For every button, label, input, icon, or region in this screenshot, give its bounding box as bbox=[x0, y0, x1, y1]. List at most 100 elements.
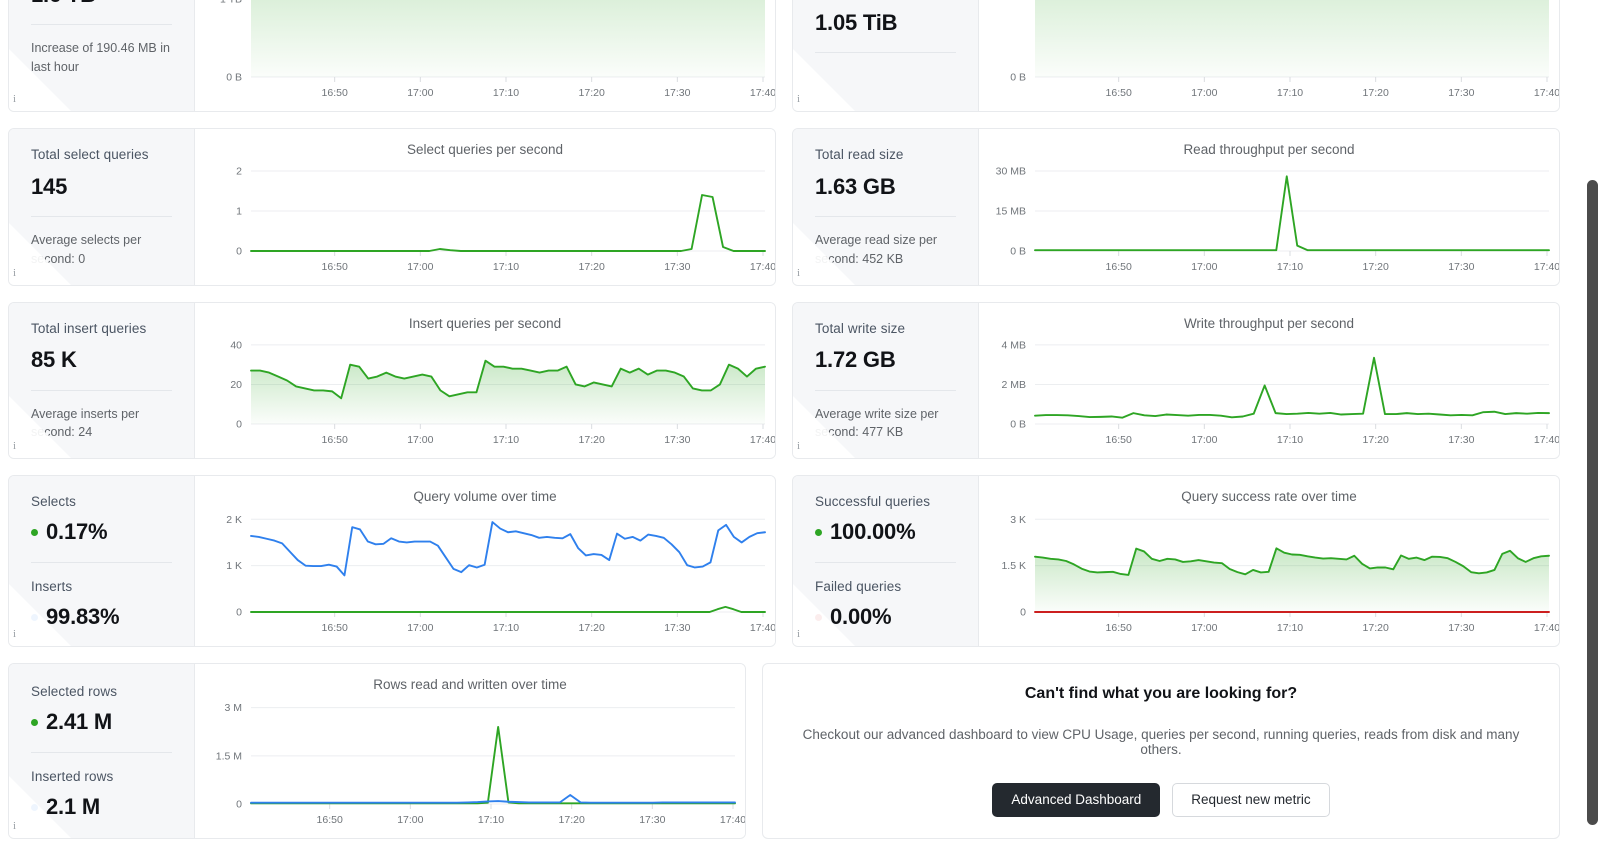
metrics-row-2: Total select queries 145 Average selects… bbox=[0, 128, 1568, 286]
summary-panel: Successful queries 100.00% Failed querie… bbox=[793, 476, 979, 646]
summary-value-row-a: 2.41 M bbox=[31, 709, 172, 735]
svg-text:2: 2 bbox=[236, 166, 242, 178]
summary-value: 85 K bbox=[31, 347, 77, 373]
svg-text:17:20: 17:20 bbox=[1363, 622, 1389, 634]
card-disk-usage[interactable]: 1.6 TB Increase of 190.46 MB in last hou… bbox=[8, 0, 776, 112]
svg-text:17:10: 17:10 bbox=[493, 87, 519, 99]
svg-text:16:50: 16:50 bbox=[1106, 261, 1132, 273]
info-icon[interactable]: i bbox=[13, 628, 17, 640]
svg-text:16:50: 16:50 bbox=[322, 261, 348, 273]
metrics-row-5: Selected rows 2.41 M Inserted rows 2.1 M… bbox=[0, 663, 1568, 839]
svg-text:17:40: 17:40 bbox=[1534, 434, 1559, 446]
svg-text:30 MB: 30 MB bbox=[996, 166, 1026, 178]
page-scrollbar[interactable] bbox=[1585, 0, 1600, 846]
summary-panel: Selected rows 2.41 M Inserted rows 2.1 M… bbox=[9, 664, 195, 838]
info-icon[interactable]: i bbox=[13, 820, 17, 832]
card-rows-read-written[interactable]: Selected rows 2.41 M Inserted rows 2.1 M… bbox=[8, 663, 746, 839]
svg-text:17:30: 17:30 bbox=[1448, 622, 1474, 634]
promo-title: Can't find what you are looking for? bbox=[1024, 685, 1298, 703]
svg-text:0: 0 bbox=[236, 799, 242, 811]
chart-panel[interactable]: 0 B 1 TB 16:50 17:00 17:10 17:20 17:30 17:40 bbox=[195, 0, 775, 111]
info-icon[interactable]: i bbox=[797, 440, 801, 452]
svg-text:17:40: 17:40 bbox=[750, 261, 775, 273]
svg-text:17:00: 17:00 bbox=[1191, 434, 1217, 446]
summary-panel: 1.6 TB Increase of 190.46 MB in last hou… bbox=[9, 0, 195, 111]
chart-title: Query volume over time bbox=[413, 489, 557, 504]
info-icon[interactable]: i bbox=[13, 440, 17, 452]
advanced-dashboard-button[interactable]: Advanced Dashboard bbox=[992, 783, 1161, 817]
card-query-volume[interactable]: Selects 0.17% Inserts 99.83% i Query bbox=[8, 475, 776, 647]
summary-value-a: 0.17% bbox=[46, 519, 108, 545]
svg-text:4 MB: 4 MB bbox=[1001, 339, 1026, 351]
svg-text:17:20: 17:20 bbox=[559, 814, 585, 826]
svg-text:17:30: 17:30 bbox=[1448, 261, 1474, 273]
card-total-insert-queries[interactable]: Total insert queries 85 K Average insert… bbox=[8, 302, 776, 459]
svg-text:17:00: 17:00 bbox=[407, 87, 433, 99]
svg-text:1 K: 1 K bbox=[226, 560, 242, 572]
scrollbar-thumb[interactable] bbox=[1587, 180, 1598, 825]
summary-value: 145 bbox=[31, 173, 68, 199]
summary-value-row-a: 0.17% bbox=[31, 519, 172, 545]
svg-text:17:10: 17:10 bbox=[493, 261, 519, 273]
chart-panel[interactable]: Rows read and written over time 0 1.5 M 3 … bbox=[195, 664, 745, 838]
card-total-select-queries[interactable]: Total select queries 145 Average selects… bbox=[8, 128, 776, 286]
svg-text:17:40: 17:40 bbox=[1534, 622, 1559, 634]
svg-text:17:00: 17:00 bbox=[397, 814, 423, 826]
svg-text:1.5 K: 1.5 K bbox=[1001, 560, 1026, 572]
info-icon[interactable]: i bbox=[797, 93, 801, 105]
card-allocated-memory[interactable]: Allocated memory 1.05 TiB i 0 B1 TiB16:5… bbox=[792, 0, 1560, 112]
summary-label-a: Selected rows bbox=[31, 683, 118, 699]
info-icon[interactable]: i bbox=[13, 267, 17, 279]
svg-text:17:20: 17:20 bbox=[1363, 434, 1389, 446]
svg-text:16:50: 16:50 bbox=[1106, 622, 1132, 634]
summary-value-a: 2.41 M bbox=[46, 709, 113, 735]
summary-value: 1.72 GB bbox=[815, 347, 896, 373]
summary-panel: Selects 0.17% Inserts 99.83% i bbox=[9, 476, 195, 646]
chart-panel[interactable]: Write throughput per second 0 B 2 MB 4 MB 1… bbox=[979, 303, 1559, 458]
plot-area[interactable]: 0 1.5 K 3 K 16:50 17:00 17:10 17:20 17:30 17:40 bbox=[979, 476, 1559, 646]
plot-area[interactable]: 0 1 2 16:50 17:00 17:10 17:20 17:30 17:40 bbox=[195, 129, 775, 285]
promo-buttons: Advanced Dashboard Request new metric bbox=[992, 783, 1330, 817]
svg-text:17:30: 17:30 bbox=[664, 622, 690, 634]
svg-text:16:50: 16:50 bbox=[322, 622, 348, 634]
card-query-success-rate[interactable]: Successful queries 100.00% Failed querie… bbox=[792, 475, 1560, 647]
plot-area[interactable]: 0 1.5 M 3 M 16:50 17:00 17:10 17:20 17:30 17:40 bbox=[195, 664, 745, 838]
card-total-read-size[interactable]: Total read size 1.63 GB Average read siz… bbox=[792, 128, 1560, 286]
metrics-row-4: Selects 0.17% Inserts 99.83% i Query bbox=[0, 475, 1568, 647]
info-icon[interactable]: i bbox=[797, 267, 801, 279]
plot-area[interactable]: 0 B 15 MB 30 MB 16:50 17:00 17:10 17:20 17:30 17… bbox=[979, 129, 1559, 285]
svg-text:0: 0 bbox=[1020, 607, 1026, 619]
divider bbox=[31, 751, 172, 753]
plot-area[interactable]: 0 20 40 16:50 17:00 17:10 17:20 17:30 17:40 bbox=[195, 303, 775, 458]
summary-panel: Total select queries 145 Average selects… bbox=[9, 129, 195, 285]
svg-text:0 B: 0 B bbox=[1010, 419, 1026, 431]
chart-title: Read throughput per second bbox=[1183, 142, 1355, 157]
svg-text:0 B: 0 B bbox=[1010, 72, 1026, 84]
chart-panel[interactable]: Read throughput per second 0 B 15 MB 30 MB… bbox=[979, 129, 1559, 285]
plot-area[interactable]: 0 1 K 2 K 16:50 17:00 17:10 17:20 17:30 17:40 bbox=[195, 476, 775, 646]
svg-text:17:10: 17:10 bbox=[493, 622, 519, 634]
chart-panel[interactable]: Query success rate over time 0 1.5 K 3 K 16… bbox=[979, 476, 1559, 646]
divider bbox=[31, 216, 172, 218]
info-icon[interactable]: i bbox=[13, 93, 17, 105]
chart-panel[interactable]: Insert queries per second 0 20 40 16:50 17:0… bbox=[195, 303, 775, 458]
chart-panel[interactable]: Select queries per second 0 1 2 16:50 17:00 1… bbox=[195, 129, 775, 285]
svg-text:3 K: 3 K bbox=[1010, 514, 1026, 526]
plot-area[interactable]: 0 B 2 MB 4 MB 16:50 17:00 17:10 17:20 17:30 17:4… bbox=[979, 303, 1559, 458]
corner-fold bbox=[9, 49, 71, 111]
divider bbox=[815, 561, 956, 563]
info-icon[interactable]: i bbox=[797, 628, 801, 640]
svg-text:17:20: 17:20 bbox=[1363, 87, 1389, 99]
summary-value: 1.6 TB bbox=[31, 0, 172, 8]
summary-value: 1.63 GB bbox=[815, 173, 896, 199]
request-new-metric-button[interactable]: Request new metric bbox=[1172, 783, 1330, 817]
chart-panel[interactable]: Query volume over time 0 1 K 2 K 16:50 17:00… bbox=[195, 476, 775, 646]
svg-text:17:40: 17:40 bbox=[1534, 87, 1559, 99]
svg-text:16:50: 16:50 bbox=[1106, 434, 1132, 446]
plot-area[interactable]: 0 B 1 TB 16:50 17:00 17:10 17:20 17:30 17:40 bbox=[195, 0, 775, 111]
svg-text:17:10: 17:10 bbox=[478, 814, 504, 826]
card-total-write-size[interactable]: Total write size 1.72 GB Average write s… bbox=[792, 302, 1560, 459]
svg-text:1 TB: 1 TB bbox=[220, 0, 242, 5]
